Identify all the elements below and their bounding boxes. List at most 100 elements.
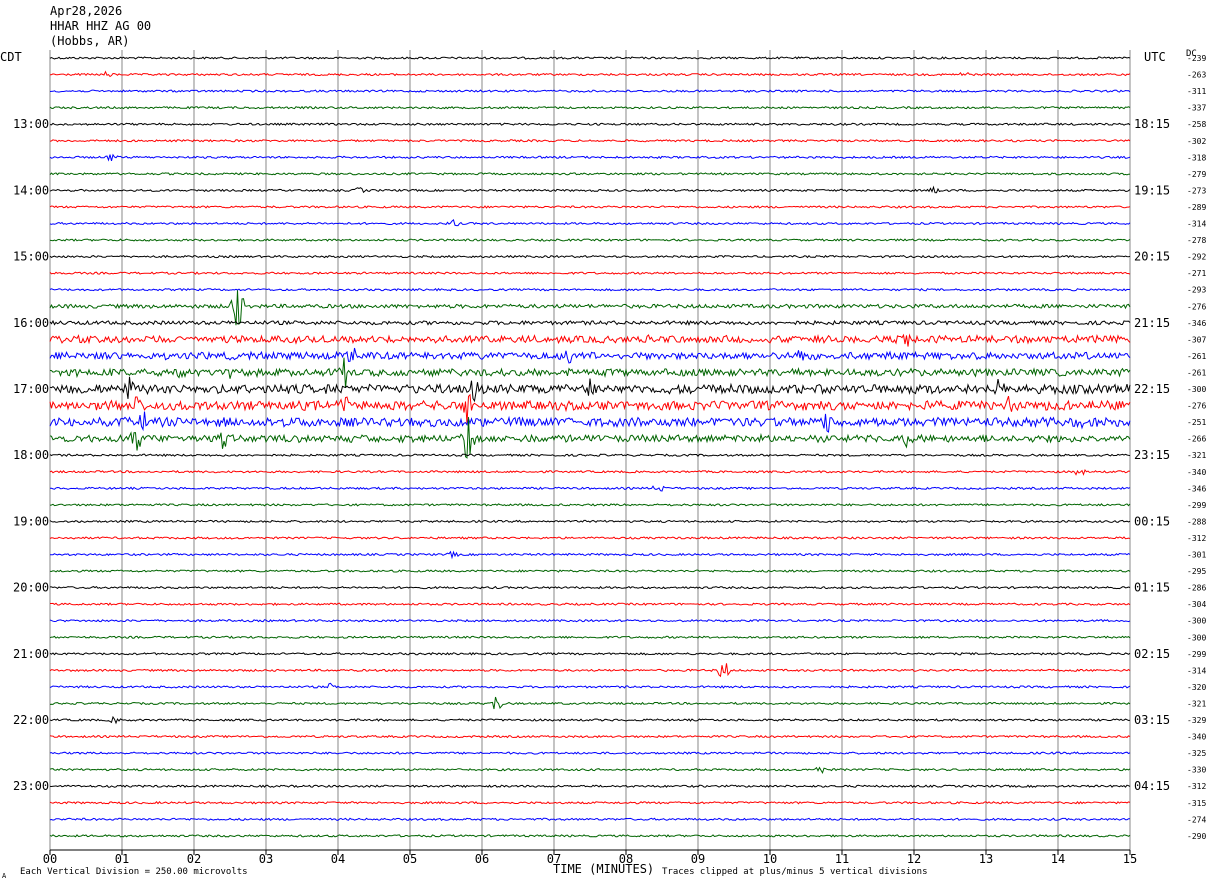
x-tick-label: 01	[115, 852, 129, 866]
dc-offset-label: -321	[1187, 451, 1206, 460]
right-time-label: 04:15	[1134, 779, 1170, 793]
right-time-label: 21:15	[1134, 316, 1170, 330]
dc-offset-label: -266	[1187, 435, 1206, 444]
x-tick-label: 06	[475, 852, 489, 866]
right-time-label: 02:15	[1134, 647, 1170, 661]
seismic-trace	[49, 122, 1131, 126]
seismic-trace	[49, 89, 1131, 93]
seismic-trace	[49, 319, 1131, 326]
seismic-trace	[49, 751, 1131, 755]
left-time-label: 17:00	[13, 382, 49, 396]
dc-offset-label: -286	[1187, 584, 1206, 593]
dc-offset-label: -239	[1187, 54, 1206, 63]
dc-offset-label: -276	[1187, 302, 1206, 311]
left-time-label: 18:00	[13, 448, 49, 462]
dc-offset-label: -321	[1187, 699, 1206, 708]
seismic-trace	[49, 569, 1131, 573]
dc-offset-label: -312	[1187, 782, 1206, 791]
left-time-label: 22:00	[13, 713, 49, 727]
left-time-label: 13:00	[13, 117, 49, 131]
seismic-trace	[49, 172, 1131, 176]
x-tick-label: 11	[835, 852, 849, 866]
left-time-label: 21:00	[13, 647, 49, 661]
left-time-label: 16:00	[13, 316, 49, 330]
dc-offset-label: -299	[1187, 650, 1206, 659]
dc-offset-label: -292	[1187, 253, 1206, 262]
seismic-trace	[50, 485, 1131, 492]
x-tick-label: 10	[763, 852, 777, 866]
x-axis-label: TIME (MINUTES)	[553, 862, 655, 876]
dc-offset-label: -340	[1187, 468, 1206, 477]
seismic-trace	[49, 519, 1131, 524]
seismic-trace	[49, 290, 1131, 326]
dc-offset-label: -258	[1187, 120, 1206, 129]
seismic-trace	[50, 550, 1131, 560]
dc-label: DC	[1186, 49, 1197, 59]
seismic-trace	[49, 411, 1131, 433]
seismic-trace	[49, 503, 1131, 507]
right-time-label: 20:15	[1134, 250, 1170, 264]
seismic-trace	[49, 417, 1131, 459]
seismic-trace	[49, 271, 1131, 275]
seismic-trace	[49, 219, 1131, 227]
dc-offset-label: -274	[1187, 815, 1206, 824]
traces	[49, 56, 1131, 838]
dc-offset-label: -276	[1187, 402, 1206, 411]
dc-offset-label: -325	[1187, 749, 1206, 758]
dc-offset-label: -318	[1187, 153, 1206, 162]
seismic-trace	[49, 205, 1131, 209]
dc-offset-label: -304	[1187, 600, 1206, 609]
dc-offset-label: -312	[1187, 534, 1206, 543]
seismic-trace	[49, 185, 1131, 194]
right-time-label: 22:15	[1134, 382, 1170, 396]
clip-note: Traces clipped at plus/minus 5 vertical …	[662, 867, 928, 877]
dc-offset-label: -330	[1187, 766, 1206, 775]
right-time-label: 00:15	[1134, 514, 1170, 528]
dc-offset-label: -288	[1187, 517, 1206, 526]
seismic-trace	[49, 453, 1131, 458]
dc-offset-label: -299	[1187, 501, 1206, 510]
seismic-trace	[49, 153, 1131, 162]
seismic-trace	[49, 347, 1131, 364]
right-time-label: 18:15	[1134, 117, 1170, 131]
x-tick-label: 00	[43, 852, 57, 866]
x-tick-label: 13	[979, 852, 993, 866]
seismic-trace	[49, 56, 1131, 60]
seismic-trace	[49, 536, 1131, 540]
dc-offset-label: -278	[1187, 236, 1206, 245]
dc-offset-label: -314	[1187, 666, 1206, 675]
seismic-trace	[49, 696, 1131, 710]
dc-offset-label: -290	[1187, 832, 1206, 841]
seismic-trace	[49, 70, 1131, 78]
seismic-trace	[49, 652, 1131, 656]
dc-offset-label: -346	[1187, 319, 1206, 328]
x-tick-label: 14	[1051, 852, 1065, 866]
left-time-label: 14:00	[13, 183, 49, 197]
dc-offset-label: -301	[1187, 551, 1206, 560]
left-timezone-label: CDT	[0, 50, 22, 64]
seismic-trace	[50, 585, 1131, 590]
seismic-trace	[49, 715, 1131, 725]
dc-offset-label: -346	[1187, 484, 1206, 493]
dc-offset-label: -337	[1187, 104, 1206, 113]
axes: 00 01 02 03 04 05 06 07 08 09 10 11 12 13 14 15 -239 -263…	[13, 54, 1206, 866]
x-tick-label: 12	[907, 852, 921, 866]
x-tick-label: 07	[547, 852, 561, 866]
dc-offset-label: -261	[1187, 352, 1206, 361]
seismic-trace	[49, 635, 1131, 639]
dc-offset-label: -315	[1187, 799, 1206, 808]
right-time-label: 19:15	[1134, 183, 1170, 197]
seismic-trace	[50, 602, 1131, 606]
corner-mark: A	[2, 872, 7, 880]
seismic-trace	[49, 734, 1131, 739]
right-timezone-label: UTC	[1144, 50, 1166, 64]
x-tick-label: 03	[259, 852, 273, 866]
dc-offset-label: -311	[1187, 87, 1206, 96]
dc-offset-label: -271	[1187, 269, 1206, 278]
right-time-label: 23:15	[1134, 448, 1170, 462]
seismic-trace	[49, 105, 1131, 110]
header-location: (Hobbs, AR)	[50, 34, 130, 48]
left-time-label: 23:00	[13, 779, 49, 793]
dc-offset-label: -302	[1187, 137, 1206, 146]
